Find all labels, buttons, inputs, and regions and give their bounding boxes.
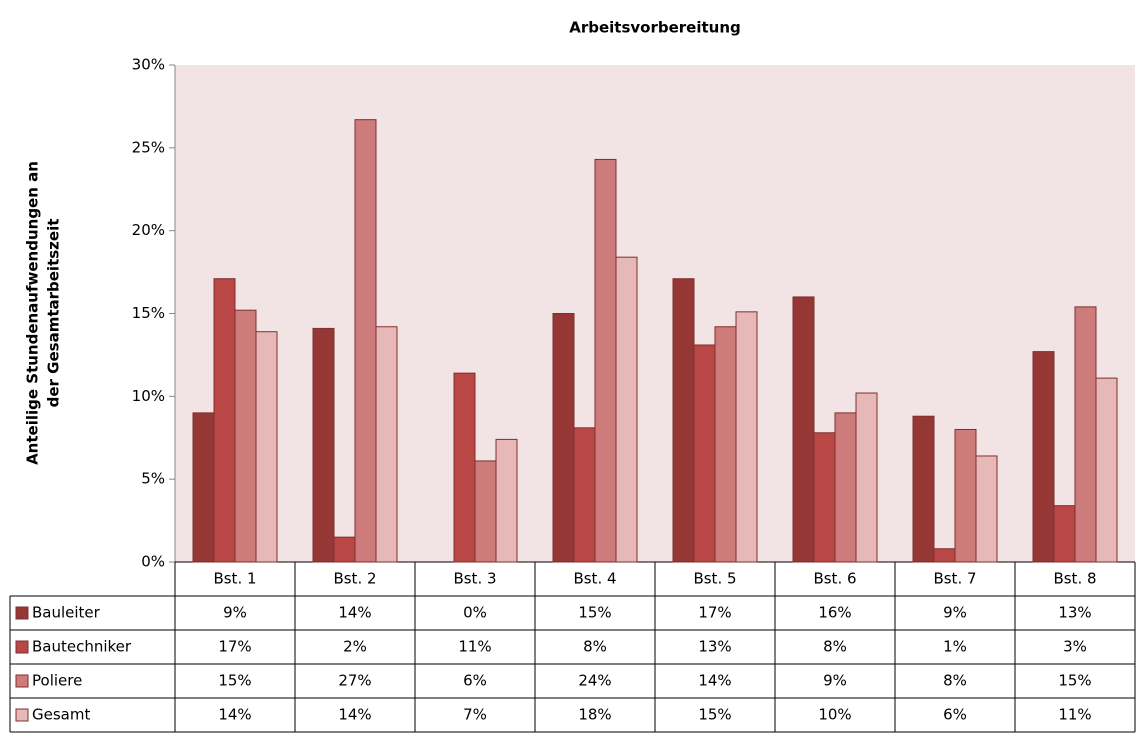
y-tick-label: 25% — [132, 138, 165, 156]
bar — [792, 296, 815, 563]
y-axis-label-line: der Gesamtarbeitszeit — [45, 219, 63, 408]
value-label: 9% — [223, 604, 247, 622]
bar — [954, 428, 977, 563]
bar — [354, 119, 377, 563]
bar — [213, 278, 236, 563]
bar — [714, 326, 737, 563]
y-tick-label: 15% — [132, 304, 165, 322]
value-label: 2% — [343, 638, 367, 656]
value-label: 1% — [943, 638, 967, 656]
y-tick-label: 5% — [141, 470, 165, 488]
value-label: 14% — [698, 672, 731, 690]
legend-label: Gesamt — [32, 706, 90, 724]
legend-label: Poliere — [32, 672, 82, 690]
bar — [573, 427, 596, 563]
value-label: 8% — [583, 638, 607, 656]
value-label: 8% — [823, 638, 847, 656]
legend-swatch — [15, 640, 29, 654]
x-tick-label: Bst. 6 — [813, 570, 856, 588]
bar — [474, 460, 497, 563]
bar — [855, 392, 878, 563]
bar — [594, 158, 617, 563]
x-tick-label: Bst. 4 — [573, 570, 616, 588]
value-label: 8% — [943, 672, 967, 690]
bar — [615, 256, 638, 563]
value-label: 0% — [463, 604, 487, 622]
legend-swatch — [15, 606, 29, 620]
value-label: 11% — [1058, 706, 1091, 724]
value-label: 17% — [218, 638, 251, 656]
value-label: 3% — [1063, 638, 1087, 656]
bar — [552, 313, 575, 563]
bar — [453, 372, 476, 563]
bar — [1053, 505, 1076, 563]
bar — [1074, 306, 1097, 563]
legend-label: Bautechniker — [32, 638, 132, 656]
bar — [693, 344, 716, 563]
value-label: 10% — [818, 706, 851, 724]
bar — [813, 432, 836, 563]
bar — [912, 415, 935, 563]
x-tick-label: Bst. 8 — [1053, 570, 1096, 588]
bar — [192, 412, 215, 563]
value-label: 13% — [698, 638, 731, 656]
value-label: 13% — [1058, 604, 1091, 622]
value-label: 15% — [578, 604, 611, 622]
bar — [333, 536, 356, 563]
bar — [234, 309, 257, 563]
legend-swatch — [15, 708, 29, 722]
legend-swatch — [15, 674, 29, 688]
bar — [933, 548, 956, 563]
value-label: 27% — [338, 672, 371, 690]
bar — [1032, 351, 1055, 563]
bar — [375, 326, 398, 563]
value-label: 7% — [463, 706, 487, 724]
bar — [834, 412, 857, 563]
bar — [975, 455, 998, 563]
x-tick-label: Bst. 7 — [933, 570, 976, 588]
value-label: 6% — [463, 672, 487, 690]
bar — [255, 331, 278, 563]
x-tick-label: Bst. 2 — [333, 570, 376, 588]
value-label: 18% — [578, 706, 611, 724]
value-label: 15% — [218, 672, 251, 690]
value-label: 17% — [698, 604, 731, 622]
bar — [312, 327, 335, 563]
bar — [1095, 377, 1118, 563]
value-label: 11% — [458, 638, 491, 656]
value-label: 15% — [1058, 672, 1091, 690]
value-label: 14% — [218, 706, 251, 724]
x-tick-label: Bst. 3 — [453, 570, 496, 588]
value-label: 9% — [823, 672, 847, 690]
y-tick-label: 30% — [132, 56, 165, 74]
y-axis-label: Anteilige Stundenaufwendungen an der Ges… — [24, 161, 63, 465]
y-tick-label: 20% — [132, 221, 165, 239]
value-label: 24% — [578, 672, 611, 690]
bar — [495, 438, 518, 563]
value-label: 9% — [943, 604, 967, 622]
bar — [735, 311, 758, 563]
y-tick-label: 0% — [141, 553, 165, 571]
value-label: 6% — [943, 706, 967, 724]
value-label: 15% — [698, 706, 731, 724]
y-tick-label: 10% — [132, 387, 165, 405]
x-tick-label: Bst. 1 — [213, 570, 256, 588]
x-tick-label: Bst. 5 — [693, 570, 736, 588]
value-label: 14% — [338, 604, 371, 622]
value-label: 16% — [818, 604, 851, 622]
value-label: 14% — [338, 706, 371, 724]
legend-label: Bauleiter — [32, 604, 101, 622]
chart-title: Arbeitsvorbereitung — [569, 19, 741, 37]
bar — [672, 278, 695, 563]
y-axis-label-line: Anteilige Stundenaufwendungen an — [24, 161, 42, 465]
